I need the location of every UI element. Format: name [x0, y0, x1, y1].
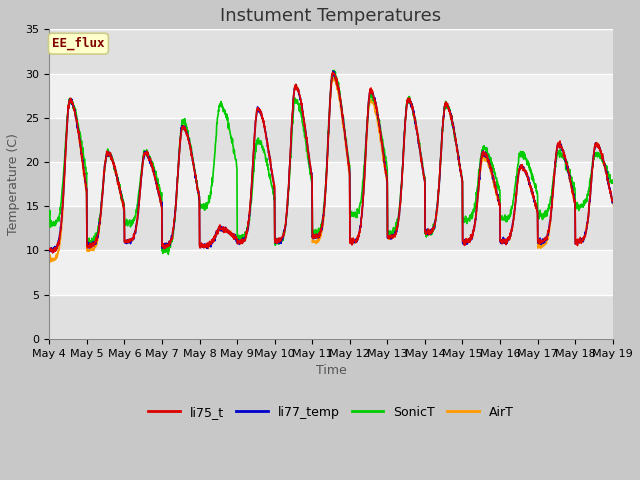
Bar [49, 295, 612, 339]
Legend: li75_t, li77_temp, SonicT, AirT: li75_t, li77_temp, SonicT, AirT [143, 401, 518, 424]
Text: EE_flux: EE_flux [52, 37, 105, 50]
Bar [49, 29, 612, 73]
Bar [49, 206, 612, 251]
Bar [49, 73, 612, 118]
Y-axis label: Temperature (C): Temperature (C) [7, 133, 20, 235]
Title: Instument Temperatures: Instument Temperatures [220, 7, 442, 25]
Bar [49, 118, 612, 162]
X-axis label: Time: Time [316, 364, 346, 377]
Bar [49, 162, 612, 206]
Bar [49, 251, 612, 295]
